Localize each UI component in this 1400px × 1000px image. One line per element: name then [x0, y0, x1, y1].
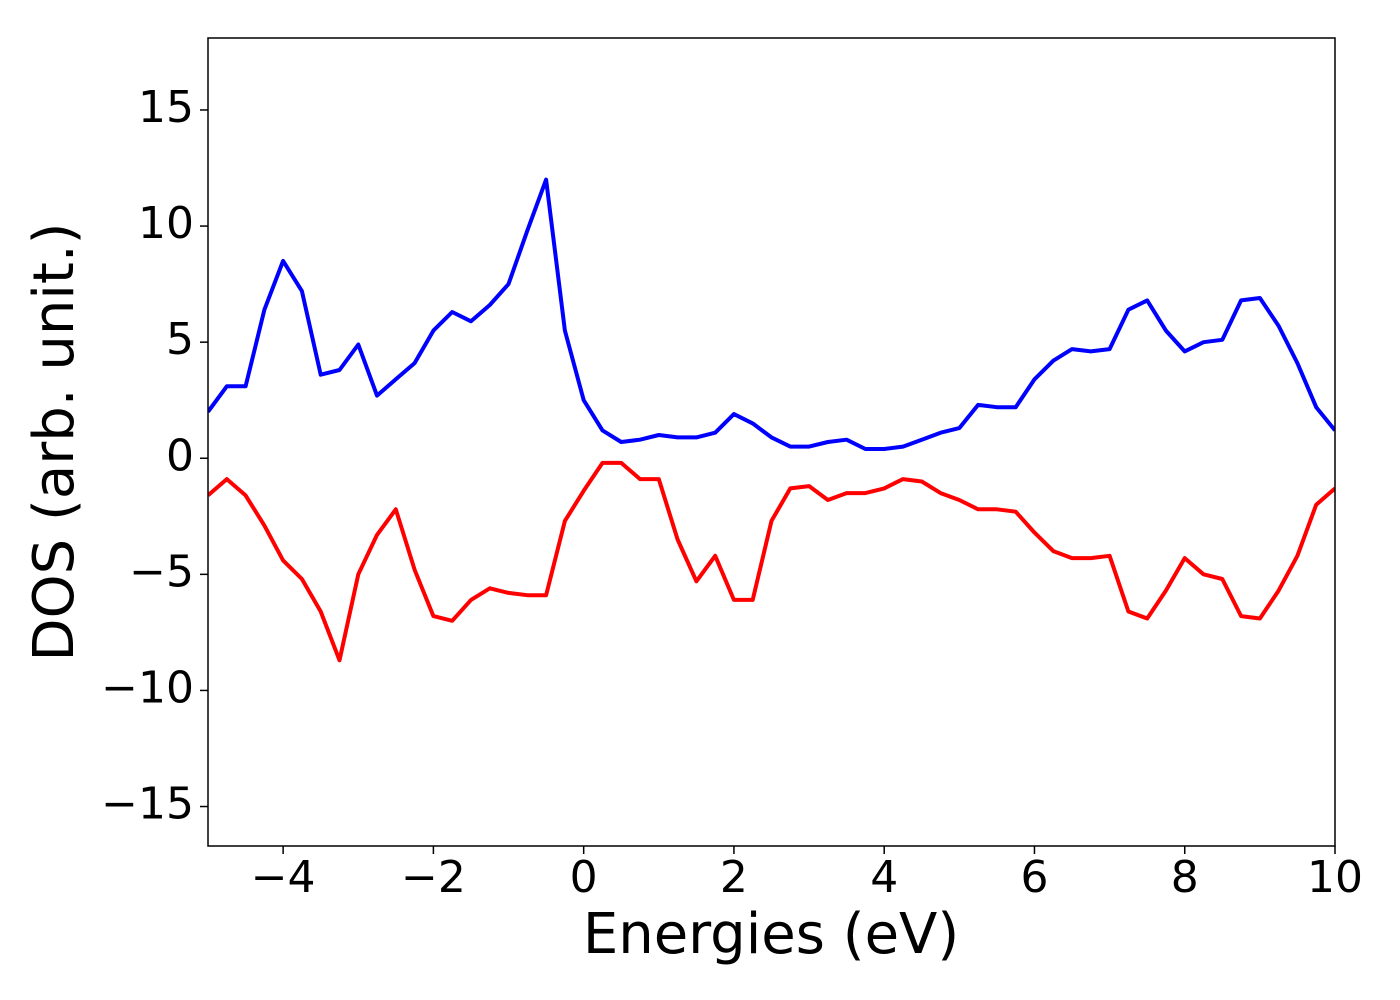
series-line	[208, 460, 1335, 663]
x-tick-label: 2	[720, 852, 748, 903]
y-tick-label: −15	[101, 779, 194, 830]
x-tick-label: −4	[251, 852, 316, 903]
y-tick-label: 0	[166, 430, 194, 481]
y-tick-label: 10	[138, 198, 194, 249]
y-tick-label: −10	[101, 662, 194, 713]
y-tick-label: 5	[166, 314, 194, 365]
y-tick-label: 15	[138, 82, 194, 133]
series-line	[208, 177, 1335, 451]
y-axis-label: DOS (arb. unit.)	[22, 222, 87, 661]
x-tick-label: 0	[570, 852, 598, 903]
y-tick-label: −5	[129, 546, 194, 597]
x-tick-label: 10	[1307, 852, 1363, 903]
x-tick-label: 6	[1020, 852, 1048, 903]
x-tick-label: 4	[870, 852, 898, 903]
x-tick-label: 8	[1171, 852, 1199, 903]
x-tick-label: −2	[401, 852, 466, 903]
x-axis-label: Energies (eV)	[583, 902, 959, 967]
plot-frame	[207, 37, 1336, 847]
